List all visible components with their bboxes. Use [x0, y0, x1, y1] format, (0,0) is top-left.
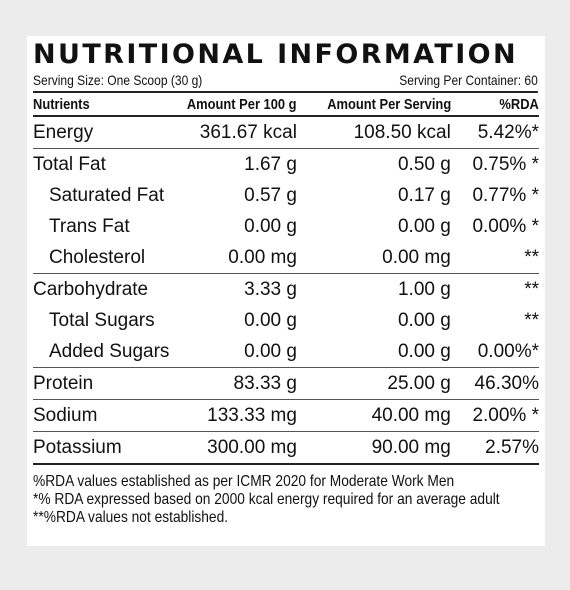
- table-row: Total Fat 1.67 g 0.50 g 0.75% *: [33, 149, 539, 181]
- amount-per-serving: 0.00 mg: [296, 242, 451, 274]
- table-row: Protein 83.33 g 25.00 g 46.30%: [33, 367, 539, 400]
- amount-per-serving: 1.00 g: [397, 279, 451, 300]
- footnote: **%RDA values not established.: [33, 509, 229, 526]
- amount-per-100g: 300.00 mg: [169, 431, 297, 465]
- nutrition-label: NUTRITIONAL INFORMATION Serving Size: On…: [27, 36, 545, 546]
- amount-per-100g: 0.00 mg: [169, 242, 297, 274]
- rda-value: **: [450, 242, 539, 274]
- footnote: %RDA values established as per ICMR 2020…: [33, 473, 455, 490]
- rda-value: 2.00% *: [450, 399, 539, 432]
- amount-per-100g: 83.33 g: [169, 367, 297, 400]
- nutrient-name: Added Sugars: [33, 336, 170, 368]
- amount-per-serving: 40.00 mg: [296, 399, 451, 432]
- amount-per-serving: 0.00 g: [296, 336, 451, 368]
- header-per-serving: Amount Per Serving: [296, 93, 451, 117]
- rda-value: 5.42%*: [450, 116, 539, 149]
- table-row: Trans Fat 0.00 g 0.00 g 0.00% *: [33, 211, 539, 242]
- amount-per-serving: 25.00 g: [296, 367, 451, 400]
- nutrient-name: Protein: [33, 367, 170, 400]
- header-nutrients: Nutrients: [33, 93, 170, 117]
- label-title: NUTRITIONAL INFORMATION: [33, 39, 518, 70]
- amount-per-serving: 0.00 g: [397, 216, 451, 237]
- footnote: *% RDA expressed based on 2000 kcal ener…: [33, 491, 500, 508]
- header-per-100g: Amount Per 100 g: [169, 93, 297, 117]
- nutrient-name: Trans Fat: [49, 216, 130, 237]
- nutrient-name: Sodium: [33, 399, 170, 432]
- servings-per-container: Serving Per Container: 60: [399, 72, 538, 88]
- rda-value: 0.77% *: [472, 185, 539, 206]
- nutrient-name: Potassium: [33, 431, 170, 465]
- rda-value: 0.00% *: [472, 216, 539, 237]
- amount-per-100g: 0.57 g: [244, 185, 297, 206]
- serving-size: Serving Size: One Scoop (30 g): [33, 72, 203, 88]
- header-rda: %RDA: [450, 93, 539, 117]
- amount-per-100g: 0.00 g: [244, 310, 297, 331]
- nutrient-name: Energy: [33, 116, 170, 149]
- rda-value: **: [524, 310, 539, 331]
- amount-per-100g: 3.33 g: [244, 279, 297, 300]
- rda-value: 0.00%*: [450, 336, 539, 368]
- nutrient-name: Carbohydrate: [33, 279, 149, 300]
- nutrient-name: Saturated Fat: [49, 185, 165, 206]
- amount-per-100g: 0.00 g: [169, 336, 297, 368]
- amount-per-100g: 1.67 g: [244, 154, 297, 175]
- amount-per-serving: 0.17 g: [397, 185, 451, 206]
- table-row: Cholesterol 0.00 mg 0.00 mg **: [33, 242, 539, 274]
- nutrition-table: Nutrients Amount Per 100 g Amount Per Se…: [33, 93, 539, 465]
- table-row: Added Sugars 0.00 g 0.00 g 0.00%*: [33, 336, 539, 368]
- rda-value: 0.75% *: [472, 154, 539, 175]
- rda-value: **: [524, 279, 539, 300]
- amount-per-100g: 361.67 kcal: [169, 116, 297, 149]
- amount-per-serving: 108.50 kcal: [296, 116, 451, 149]
- amount-per-serving: 0.00 g: [397, 310, 451, 331]
- rda-value: 46.30%: [450, 367, 539, 400]
- table-row: Carbohydrate 3.33 g 1.00 g **: [33, 274, 539, 306]
- footnotes: %RDA values established as per ICMR 2020…: [33, 473, 539, 527]
- nutrient-name: Cholesterol: [33, 242, 170, 274]
- nutrient-name: Total Fat: [33, 154, 106, 175]
- table-row: Energy 361.67 kcal 108.50 kcal 5.42%*: [33, 116, 539, 149]
- serving-info: Serving Size: One Scoop (30 g) Serving P…: [33, 71, 538, 93]
- table-row: Sodium 133.33 mg 40.00 mg 2.00% *: [33, 399, 539, 432]
- table-row: Total Sugars 0.00 g 0.00 g **: [33, 305, 539, 336]
- table-row: Saturated Fat 0.57 g 0.17 g 0.77% *: [33, 180, 539, 211]
- amount-per-100g: 133.33 mg: [169, 399, 297, 432]
- nutrient-name: Total Sugars: [49, 310, 155, 331]
- amount-per-100g: 0.00 g: [244, 216, 297, 237]
- amount-per-serving: 0.50 g: [397, 154, 451, 175]
- table-row: Potassium 300.00 mg 90.00 mg 2.57%: [33, 431, 539, 465]
- rda-value: 2.57%: [450, 431, 539, 465]
- table-header-row: Nutrients Amount Per 100 g Amount Per Se…: [33, 93, 539, 117]
- amount-per-serving: 90.00 mg: [296, 431, 451, 465]
